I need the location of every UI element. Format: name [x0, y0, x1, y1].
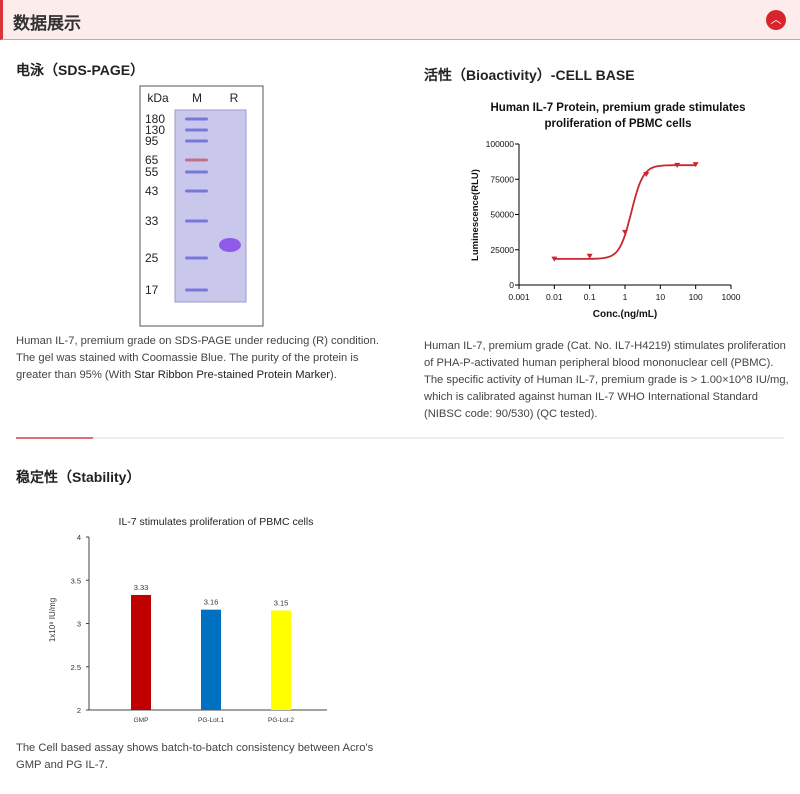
marker-band — [185, 256, 208, 260]
stability-caption: The Cell based assay shows batch-to-batc… — [16, 742, 374, 771]
y-tick-label: 50000 — [490, 210, 514, 220]
marker-link[interactable]: Star Ribbon Pre-stained Protein Marker — [134, 369, 331, 381]
x-tick-label: 1000 — [722, 292, 741, 302]
x-axis-label: Conc.(ng/mL) — [593, 309, 657, 320]
marker-band — [185, 170, 208, 174]
x-tick-label: 1 — [623, 292, 628, 302]
x-tick-label: PG-Lot.1 — [198, 717, 224, 724]
sample-band — [219, 238, 241, 252]
marker-band — [185, 117, 208, 121]
data-label: 3.16 — [204, 598, 219, 607]
y-tick-label: 3.5 — [71, 576, 81, 585]
y-tick-label: 25000 — [490, 245, 514, 255]
bioactivity-title: 活性（Bioactivity）-CELL BASE — [424, 67, 635, 83]
marker-label: 55 — [145, 165, 159, 179]
marker-label: 180 — [145, 112, 165, 126]
data-point — [692, 162, 699, 168]
sds-caption: Human IL-7, premium grade on SDS-PAGE un… — [16, 335, 379, 381]
stability-title: 稳定性（Stability） — [16, 469, 141, 485]
x-tick-label: 10 — [656, 292, 666, 302]
data-point — [551, 256, 558, 262]
data-point — [586, 253, 593, 259]
marker-label: 43 — [145, 184, 159, 198]
section-title: 数据展示 — [13, 14, 81, 33]
x-tick-label: 0.01 — [546, 292, 563, 302]
x-tick-label: 100 — [689, 292, 703, 302]
chart-title: IL-7 stimulates proliferation of PBMC ce… — [119, 516, 314, 528]
marker-label: 65 — [145, 153, 159, 167]
y-tick-label: 75000 — [490, 174, 514, 184]
x-tick-label: GMP — [134, 717, 149, 724]
y-tick-label: 2 — [77, 706, 81, 715]
marker-band — [185, 139, 208, 143]
data-label: 3.15 — [274, 599, 289, 608]
section-header: 数据展示 ︿ — [0, 0, 800, 40]
data-point — [622, 229, 628, 235]
y-axis-label: Luminescence(RLU) — [470, 169, 481, 261]
bioactivity-caption: Human IL-7, premium grade (Cat. No. IL7-… — [424, 340, 789, 420]
marker-label: 25 — [145, 251, 159, 265]
bar — [131, 594, 151, 710]
y-tick-label: 4 — [77, 533, 81, 542]
y-tick-label: 0 — [509, 280, 514, 290]
marker-band — [185, 189, 208, 193]
y-tick-label: 3 — [77, 620, 81, 629]
chevron-up-icon[interactable]: ︿ — [766, 10, 786, 30]
data-label: 3.33 — [134, 583, 149, 592]
stability-chart: IL-7 stimulates proliferation of PBMC ce… — [48, 516, 327, 724]
marker-band — [185, 288, 208, 292]
x-tick-label: PG-Lot.2 — [268, 717, 294, 724]
marker-label: 17 — [145, 283, 159, 297]
x-tick-label: 0.1 — [584, 292, 596, 302]
fit-curve — [554, 164, 696, 260]
divider — [16, 437, 784, 439]
chart-title: proliferation of PBMC cells — [545, 118, 692, 130]
marker-band — [185, 128, 208, 132]
bar — [271, 610, 291, 710]
marker-label: 33 — [145, 214, 159, 228]
chart-title: Human IL-7 Protein, premium grade stimul… — [491, 102, 746, 114]
marker-label: 130 — [145, 123, 165, 137]
y-axis-label: 1x10⁸ IU/mg — [48, 598, 57, 642]
bioactivity-chart: Human IL-7 Protein, premium grade stimul… — [470, 102, 746, 320]
marker-band — [185, 158, 208, 162]
bar — [201, 609, 221, 710]
y-tick-label: 100000 — [486, 139, 515, 149]
x-tick-label: 0.001 — [508, 292, 530, 302]
data-point — [674, 162, 681, 168]
marker-label: 95 — [145, 134, 159, 148]
marker-band — [185, 219, 208, 223]
data-point — [643, 172, 650, 178]
y-tick-label: 2.5 — [71, 663, 81, 672]
unit-label: kDa — [147, 91, 169, 105]
lane-label-m: M — [192, 91, 202, 105]
sds-title: 电泳（SDS-PAGE） — [16, 62, 145, 78]
lane-label-r: R — [230, 91, 239, 105]
